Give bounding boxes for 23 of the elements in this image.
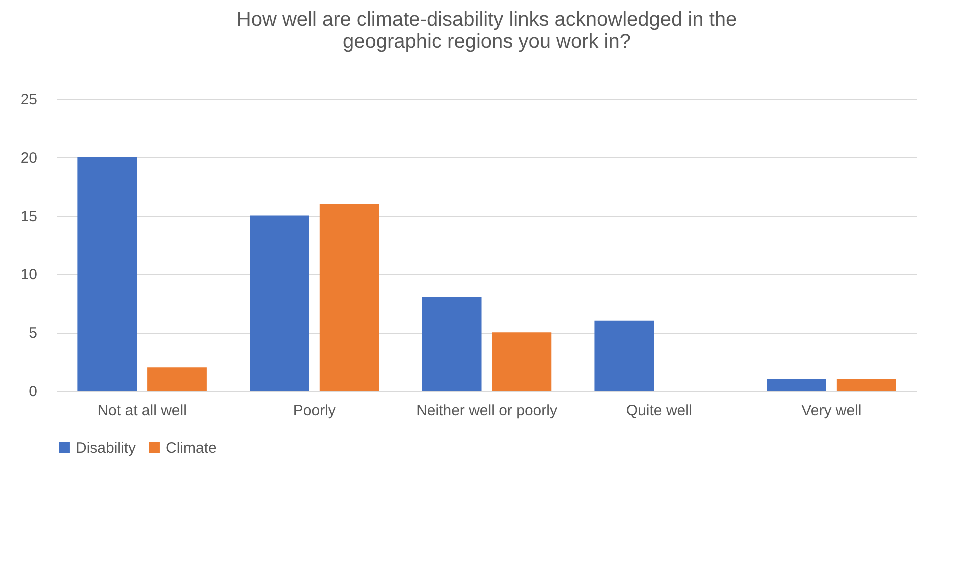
x-tick-label: Very well (802, 402, 862, 420)
bar (78, 157, 138, 391)
y-tick-label: 25 (20, 92, 38, 108)
bar (836, 379, 896, 391)
bar (148, 368, 207, 391)
x-tick-label: Neither well or poorly (416, 402, 558, 420)
x-tick-label: Not at all well (98, 402, 187, 420)
y-tick-label: 10 (20, 266, 38, 284)
bar (492, 332, 552, 391)
x-tick-label: Poorly (293, 402, 336, 420)
bar (422, 298, 482, 391)
y-tick-label: 5 (29, 325, 38, 342)
bar (250, 216, 310, 391)
legend-label: Disability (76, 440, 137, 457)
legend-label: Climate (166, 440, 217, 457)
y-tick-label: 0 (29, 384, 38, 400)
chart-title: How well are climate-disability links acknowledged in the geographic regions you work in? (236, 9, 738, 53)
x-tick-label: Quite well (626, 402, 692, 420)
bar (320, 204, 380, 391)
y-tick-label: 15 (20, 208, 38, 226)
y-tick-label: 20 (20, 150, 38, 167)
bar (594, 320, 654, 391)
bar (767, 379, 826, 391)
